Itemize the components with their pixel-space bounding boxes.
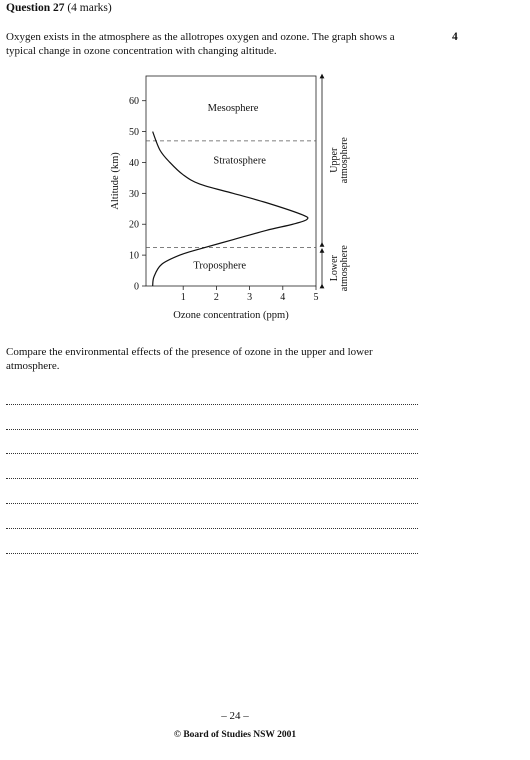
plot-frame — [145, 75, 317, 287]
x-tick-label: 4 — [280, 292, 285, 303]
question-marks: (4 marks) — [67, 2, 112, 14]
x-tick-label: 1 — [181, 292, 186, 303]
bracket-label: Upperatmosphere — [329, 137, 350, 184]
x-tick-label: 2 — [214, 292, 219, 303]
answer-line[interactable] — [6, 430, 418, 455]
y-tick-label: 30 — [129, 189, 139, 200]
intro-text: Oxygen exists in the atmosphere as the a… — [6, 31, 395, 57]
answer-line[interactable] — [6, 454, 418, 480]
y-tick-label: 0 — [134, 282, 139, 293]
y-tick-label: 10 — [129, 251, 139, 262]
answer-lines — [6, 380, 418, 554]
y-tick-label: 20 — [129, 220, 139, 231]
question-heading: Question 27 (4 marks) — [6, 2, 112, 14]
layer-label: Stratosphere — [213, 155, 266, 166]
answer-line[interactable] — [6, 479, 418, 504]
y-tick-label: 50 — [129, 127, 139, 138]
y-tick-label: 40 — [129, 158, 139, 169]
ozone-curve — [152, 131, 309, 287]
y-tick-label: 60 — [129, 96, 139, 107]
question-label: Question 27 — [6, 2, 65, 14]
answer-line[interactable] — [6, 380, 418, 405]
ozone-altitude-graph: 0 10 20 30 40 50 60 1 2 3 4 5 Ozone concentration (p… — [100, 68, 360, 328]
copyright: © Board of Studies NSW 2001 — [173, 730, 297, 740]
answer-line[interactable] — [6, 504, 418, 529]
prompt-text: Compare the environmental effects of the… — [6, 346, 373, 372]
layer-label: Troposphere — [193, 260, 246, 271]
marks-value: 4 — [452, 31, 458, 43]
x-tick-label: 3 — [247, 292, 252, 303]
x-tick-label: 5 — [314, 292, 319, 303]
chart-svg: 0 10 20 30 40 50 60 1 2 3 4 5 Ozone concentration (p… — [110, 73, 350, 321]
page-number: – 24 – — [221, 710, 249, 722]
layer-label: Mesosphere — [208, 103, 259, 114]
answer-line[interactable] — [6, 529, 418, 554]
y-axis-label: Altitude (km) — [110, 152, 121, 210]
x-axis-label: Ozone concentration (ppm) — [173, 310, 289, 321]
answer-line[interactable] — [6, 405, 418, 430]
bracket-label: Loweratmosphere — [329, 245, 350, 292]
